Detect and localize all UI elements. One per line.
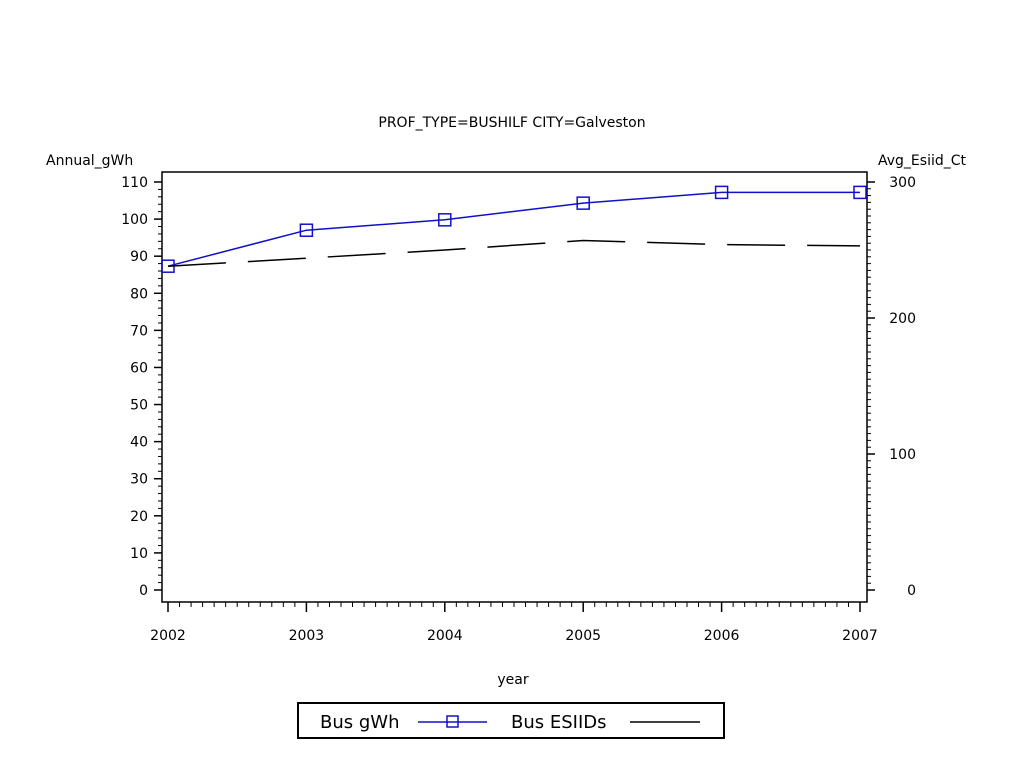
left-axis-title: Annual_gWh (46, 153, 133, 169)
left-tick-label: 100 (121, 212, 148, 228)
right-tick-label: 300 (889, 175, 916, 191)
right-tick-label: 0 (907, 583, 916, 599)
legend: Bus gWh Bus ESIIDs (297, 702, 725, 739)
left-axis: 0 10 20 30 40 50 60 70 80 90 100 110 (121, 175, 162, 599)
left-tick-label: 20 (130, 509, 148, 525)
left-tick-label: 80 (130, 286, 148, 302)
x-tick-label: 2004 (427, 628, 463, 644)
left-tick-label: 70 (130, 323, 148, 339)
series-layer (161, 185, 867, 273)
left-tick-label: 40 (130, 435, 148, 451)
x-axis-title: year (497, 672, 528, 688)
legend-label-bus-gwh: Bus gWh (320, 712, 400, 733)
left-tick-label: 50 (130, 398, 148, 414)
series-line-1 (167, 239, 861, 268)
series-marker-0 (853, 185, 867, 200)
series-marker-0 (299, 223, 314, 237)
left-tick-label: 90 (130, 249, 148, 265)
legend-box (297, 702, 725, 739)
series-marker-0 (576, 196, 590, 210)
right-tick-label: 100 (889, 447, 916, 463)
right-axis: 0 100 200 300 (867, 175, 916, 599)
right-tick-label: 200 (889, 311, 916, 327)
x-tick-label: 2002 (150, 628, 186, 644)
left-tick-label: 30 (130, 472, 148, 488)
legend-marker-bus-gwh (446, 715, 459, 728)
left-tick-label: 0 (139, 583, 148, 599)
left-tick-label: 60 (130, 360, 148, 376)
x-tick-label: 2006 (704, 628, 740, 644)
series-line-0 (167, 191, 860, 267)
chart-title: PROF_TYPE=BUSHILF CITY=Galveston (378, 115, 645, 131)
plot-frame (161, 171, 868, 603)
x-axis: 2002 2003 2004 2005 2006 2007 (150, 602, 878, 644)
right-axis-title: Avg_Esiid_Ct (878, 153, 967, 169)
legend-label-bus-esiids: Bus ESIIDs (511, 712, 607, 733)
series-marker-0 (438, 213, 452, 227)
series-marker-0 (714, 185, 729, 200)
left-tick-label: 10 (130, 546, 148, 562)
x-tick-label: 2005 (565, 628, 601, 644)
x-tick-label: 2007 (842, 628, 878, 644)
left-tick-label: 110 (121, 175, 148, 191)
x-tick-label: 2003 (289, 628, 325, 644)
